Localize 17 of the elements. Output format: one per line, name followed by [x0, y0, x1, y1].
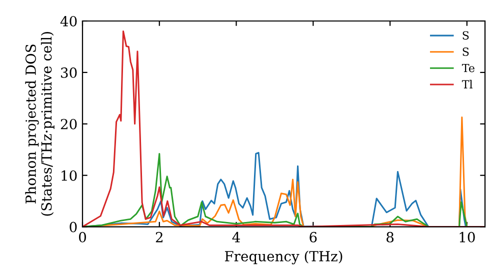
- y-axis-title: Phonon projected DOS (States/THz·primitive cell): [25, 32, 54, 216]
- x-tick-label: 10: [460, 232, 475, 242]
- x-tick-label: 8: [386, 232, 394, 242]
- x-tick-label: 2: [156, 232, 162, 242]
- x-tick-label: 0: [78, 232, 86, 242]
- x-axis-title: Frequency (THz): [224, 250, 342, 264]
- legend-label: Te: [462, 64, 474, 72]
- y-tick-label: 30: [61, 67, 77, 78]
- y-tick-label: 10: [62, 170, 77, 181]
- legend-label: S: [462, 31, 469, 40]
- y-tick-label: 0: [70, 222, 77, 232]
- x-tick-label: 4: [232, 232, 240, 242]
- y-tick-label: 20: [60, 118, 77, 130]
- x-tick-label: 6: [310, 232, 317, 242]
- legend-label: Tl: [462, 80, 473, 88]
- y-tick-label: 40: [60, 16, 77, 26]
- legend-label: S: [462, 48, 469, 56]
